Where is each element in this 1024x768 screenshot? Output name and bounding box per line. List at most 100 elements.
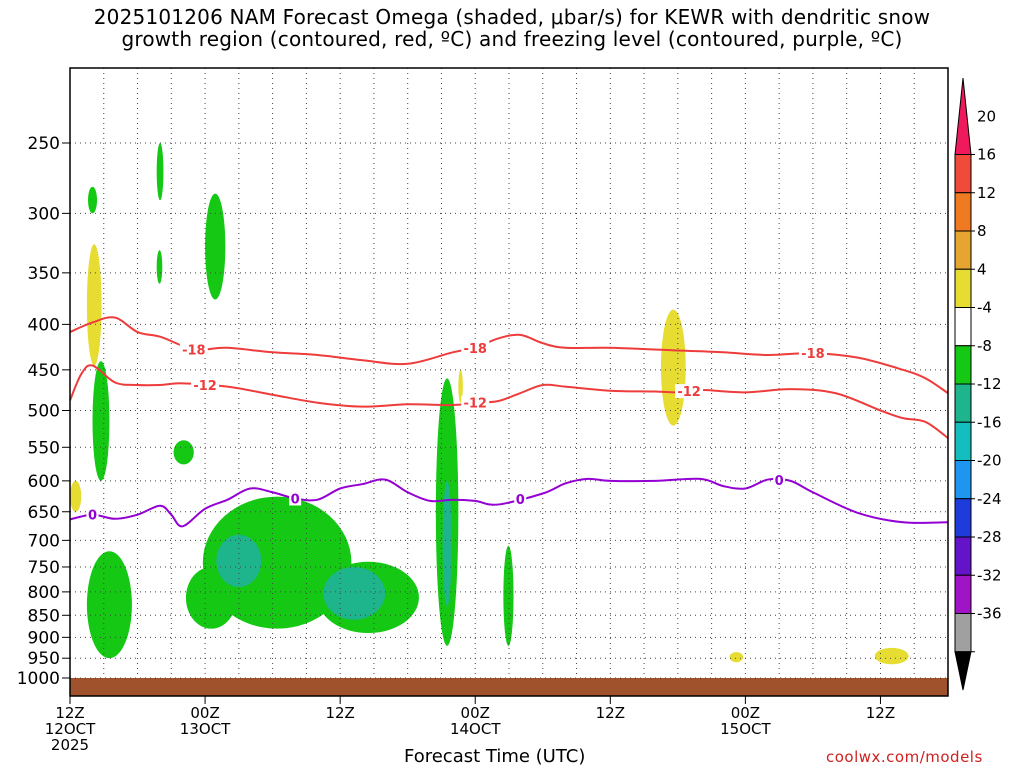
contour-label-bg xyxy=(86,507,99,522)
ground-surface xyxy=(70,678,948,696)
contour-label: 0 xyxy=(291,492,300,507)
contour-line xyxy=(69,477,949,528)
contour-label-bg xyxy=(289,491,302,506)
y-tick-label: 950 xyxy=(28,649,60,669)
colorbar-label: -24 xyxy=(977,490,1002,508)
contour-label-bg xyxy=(461,340,490,355)
colorbar-segment xyxy=(954,77,972,155)
colorbar-segment xyxy=(954,536,972,576)
contour-label-bg xyxy=(179,342,208,357)
contour-label: -12 xyxy=(193,379,217,394)
contour-label: 0 xyxy=(516,493,525,508)
colorbar-segment xyxy=(954,460,972,500)
source-credit: coolwx.com/models xyxy=(826,748,983,766)
omega-region xyxy=(202,496,352,629)
contour-label: -18 xyxy=(801,347,825,362)
omega-region xyxy=(92,361,110,481)
omega-region xyxy=(216,534,262,588)
x-tick-label: 12Z xyxy=(325,704,354,722)
colorbar-segment xyxy=(954,192,972,232)
colorbar-label: -8 xyxy=(977,337,992,355)
colorbar-label: -32 xyxy=(977,566,1002,584)
contour-label: 0 xyxy=(88,509,97,524)
contour-label-bg xyxy=(675,384,704,399)
omega-region xyxy=(88,186,98,214)
contour-label-bg xyxy=(514,492,527,507)
contour-label: 0 xyxy=(775,474,784,489)
contour-label-bg xyxy=(798,346,827,361)
x-tick-label: 12Z xyxy=(55,704,84,722)
omega-region xyxy=(205,193,226,300)
omega-region xyxy=(70,480,82,512)
colorbar-segment xyxy=(954,383,972,423)
chart-title-line-2: growth region (contoured, red, ºC) and f… xyxy=(121,27,903,51)
colorbar-label: 16 xyxy=(977,146,996,164)
chart-title-line-1: 2025101206 NAM Forecast Omega (shaded, μ… xyxy=(93,5,931,29)
y-tick-label: 250 xyxy=(28,134,60,154)
colorbar-segment xyxy=(954,154,972,194)
colorbar-segment xyxy=(954,613,972,653)
omega-region xyxy=(729,652,744,663)
colorbar-label: -4 xyxy=(977,299,992,317)
colorbar-segment xyxy=(954,421,972,461)
x-tick-label: 14OCT xyxy=(450,720,501,738)
y-tick-label: 600 xyxy=(28,472,60,492)
y-tick-label: 400 xyxy=(28,315,60,335)
x-tick-label: 12Z xyxy=(866,704,895,722)
colorbar-label: -16 xyxy=(977,413,1002,431)
omega-region xyxy=(442,480,452,607)
omega-region xyxy=(173,440,194,465)
axes-layer: 2503003504004505005506006507007508008509… xyxy=(17,67,949,754)
x-tick-label: 12OCT xyxy=(45,720,96,738)
omega-region xyxy=(503,545,514,646)
colorbar-segment xyxy=(954,345,972,385)
contour-layer: -18 -18 -18 -12 -12 -12 0 0 0 0 xyxy=(69,316,949,528)
x-tick-label: 00Z xyxy=(461,704,490,722)
x-tick-label: 12Z xyxy=(596,704,625,722)
colorbar-label: 8 xyxy=(977,222,987,240)
y-tick-label: 450 xyxy=(28,361,60,381)
contour-label-bg xyxy=(191,377,220,392)
y-tick-label: 700 xyxy=(28,531,60,551)
colorbar-label: -28 xyxy=(977,528,1002,546)
ground-layer xyxy=(70,678,948,696)
omega-region xyxy=(86,244,102,366)
colorbar-label: 20 xyxy=(977,107,996,125)
y-tick-label: 850 xyxy=(28,606,60,626)
colorbar-segment xyxy=(954,574,972,614)
y-tick-label: 350 xyxy=(28,264,60,284)
x-tick-label: 00Z xyxy=(731,704,760,722)
colorbar: 20 16 12 8 4 -4 -8 -12 -16 -20 -24 -28 -32 -36 xyxy=(954,77,1002,691)
colorbar-label: -20 xyxy=(977,452,1002,470)
contour-label-bg xyxy=(773,473,786,488)
x-tick-label: 2025 xyxy=(51,736,89,754)
omega-region xyxy=(323,566,386,620)
y-tick-label: 300 xyxy=(28,204,60,224)
plot-frame xyxy=(69,67,949,697)
colorbar-label: -12 xyxy=(977,375,1002,393)
contour-label-bg xyxy=(461,395,490,410)
grid-layer xyxy=(69,68,949,679)
colorbar-segment xyxy=(954,498,972,538)
y-tick-label: 900 xyxy=(28,628,60,648)
chart-title: 2025101206 NAM Forecast Omega (shaded, μ… xyxy=(0,6,1024,50)
x-tick-label: 13OCT xyxy=(180,720,231,738)
omega-region xyxy=(874,647,909,665)
omega-shading-layer xyxy=(70,143,909,665)
y-tick-label: 1000 xyxy=(17,669,60,689)
colorbar-segment xyxy=(954,651,972,691)
contour-label: -12 xyxy=(463,397,487,412)
x-axis-label: Forecast Time (UTC) xyxy=(404,746,586,767)
x-tick-label: 15OCT xyxy=(720,720,771,738)
contour-label: -18 xyxy=(182,344,206,359)
omega-region xyxy=(86,551,132,659)
y-tick-label: 650 xyxy=(28,503,60,523)
omega-region xyxy=(156,143,164,201)
colorbar-label: -36 xyxy=(977,605,1002,623)
contour-line xyxy=(69,364,949,439)
colorbar-segment xyxy=(954,230,972,270)
colorbar-segment xyxy=(954,307,972,347)
colorbar-label: 12 xyxy=(977,184,996,202)
contour-label: -12 xyxy=(677,385,701,400)
